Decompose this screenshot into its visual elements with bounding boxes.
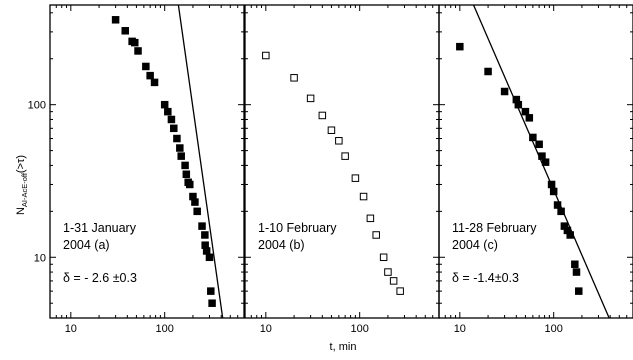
data-point xyxy=(290,74,298,82)
data-point xyxy=(549,187,558,196)
data-point xyxy=(512,95,521,104)
y-tick-label: 10 xyxy=(34,252,46,264)
data-point xyxy=(150,78,159,87)
data-point xyxy=(541,158,550,166)
data-point xyxy=(186,180,194,189)
data-point xyxy=(335,137,343,145)
y-axis-label-main: N xyxy=(15,207,27,215)
data-point xyxy=(529,133,537,142)
fit-line xyxy=(177,5,224,318)
fit-line xyxy=(472,5,610,318)
data-point xyxy=(389,277,398,285)
data-point xyxy=(351,174,360,182)
data-point xyxy=(547,180,556,189)
data-point xyxy=(121,27,129,35)
panel-label-line1: 11-28 February xyxy=(452,221,537,235)
data-point xyxy=(208,299,216,307)
data-point xyxy=(456,42,464,51)
panel-1: 10 100 10 100 1-31 January 2004 (a) δ = - 2.6 … xyxy=(28,4,245,335)
data-point xyxy=(167,115,176,124)
data-point xyxy=(535,140,543,149)
data-point xyxy=(372,231,380,239)
data-point xyxy=(111,16,120,24)
data-point xyxy=(563,226,572,235)
data-point xyxy=(176,144,184,152)
data-point xyxy=(131,38,139,47)
data-point xyxy=(201,241,209,249)
x-tick-label: 10 xyxy=(454,323,466,335)
data-point xyxy=(379,253,388,262)
data-point xyxy=(142,62,150,71)
panel-label-line2: 2004 (a) xyxy=(63,238,110,252)
data-point xyxy=(484,67,492,76)
data-point xyxy=(201,231,209,239)
panel-3: 10 100 11-28 February 2004 (c) δ = -1.4±0.3 xyxy=(438,4,633,335)
panel-label-line2: 2004 (b) xyxy=(258,238,305,252)
panel-frame xyxy=(244,4,440,319)
data-point xyxy=(182,170,191,179)
data-point xyxy=(198,222,206,230)
data-point xyxy=(207,287,215,295)
data-point xyxy=(189,192,197,201)
panel-label-line1: 1-31 January xyxy=(63,221,137,235)
panel-label-line1: 1-10 February xyxy=(258,221,337,235)
data-point xyxy=(557,207,565,216)
y-tick-label: 100 xyxy=(28,100,46,112)
data-point xyxy=(341,152,349,160)
data-point xyxy=(318,111,327,120)
data-point xyxy=(366,214,375,223)
data-point xyxy=(160,100,169,109)
data-point xyxy=(572,268,581,276)
y-axis-label: NAI-AcE-off(>τ) xyxy=(15,155,29,215)
delta-label: δ = -1.4±0.3 xyxy=(452,271,519,285)
y-axis-label-suffix: (>τ) xyxy=(15,155,27,173)
y-axis-label-subscript: AI-AcE-off xyxy=(20,172,29,207)
x-tick-label: 10 xyxy=(65,323,77,335)
data-point xyxy=(396,287,404,295)
data-point xyxy=(202,247,211,255)
data-point xyxy=(566,231,574,239)
data-point xyxy=(500,87,509,96)
data-point xyxy=(193,207,201,216)
data-point xyxy=(181,161,189,170)
data-point xyxy=(327,126,336,134)
data-point xyxy=(173,134,181,143)
data-point xyxy=(560,222,569,230)
data-point xyxy=(575,287,583,295)
x-tick-label: 10 xyxy=(260,323,272,335)
panel-frame xyxy=(438,4,633,319)
data-point xyxy=(177,152,185,160)
data-point xyxy=(134,47,142,55)
data-point xyxy=(525,114,534,122)
data-point xyxy=(191,198,199,206)
panel-2: 10 100 1-10 February 2004 (b) xyxy=(244,4,440,335)
data-point xyxy=(146,71,154,80)
x-tick-label: 100 xyxy=(545,323,563,335)
data-point xyxy=(205,253,214,262)
data-point xyxy=(553,201,562,209)
data-point xyxy=(164,107,172,116)
x-tick-label: 100 xyxy=(156,323,174,335)
data-point xyxy=(384,268,392,276)
data-point xyxy=(538,152,546,160)
panels-layer: 10 100 10 100 1-31 January 2004 (a) δ = - 2.6 … xyxy=(28,4,633,335)
data-point xyxy=(306,94,315,103)
data-point xyxy=(262,51,270,60)
data-point xyxy=(521,107,530,116)
data-point xyxy=(359,192,368,201)
data-point xyxy=(571,260,579,269)
panel-frame xyxy=(49,4,245,319)
panel-label-line2: 2004 (c) xyxy=(452,238,498,252)
x-axis-label: t, min xyxy=(330,341,357,353)
delta-label: δ = - 2.6 ±0.3 xyxy=(63,271,137,285)
x-tick-label: 100 xyxy=(351,323,369,335)
data-point xyxy=(170,124,178,133)
data-point xyxy=(514,100,523,109)
